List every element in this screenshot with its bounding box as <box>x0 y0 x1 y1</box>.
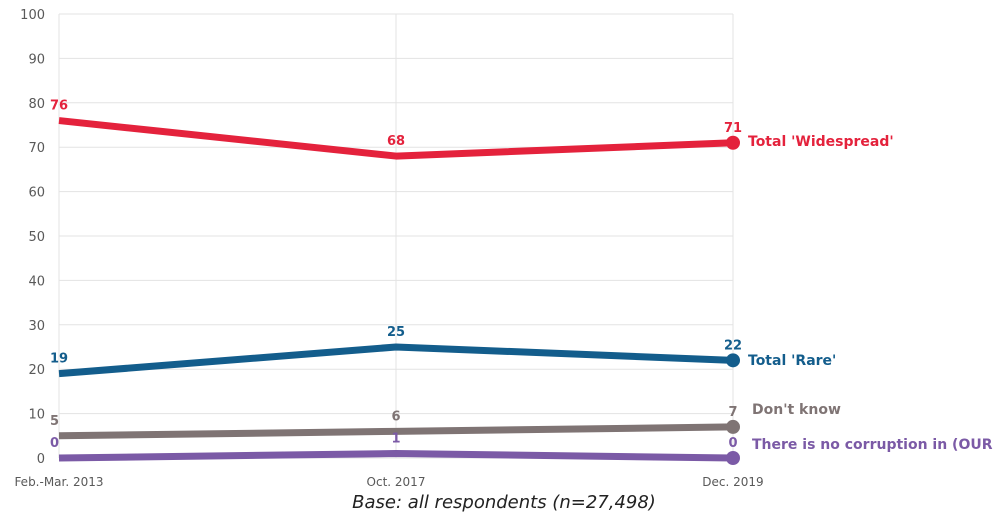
y-tick-label: 70 <box>28 141 45 156</box>
series-3: 0 1 0 There is no corruption in (OUR <box>50 432 993 465</box>
data-label: 0 <box>50 436 59 451</box>
series-line <box>58 117 734 160</box>
y-tick-label: 90 <box>28 52 45 67</box>
y-tick-label: 60 <box>28 186 45 201</box>
x-tick-label: Dec. 2019 <box>702 475 763 489</box>
data-label: 22 <box>724 338 742 353</box>
x-tick-label: Oct. 2017 <box>367 475 426 489</box>
data-label: 19 <box>50 352 68 367</box>
y-axis-ticks: 0 10 20 30 40 50 60 70 80 90 100 <box>20 8 45 467</box>
x-axis-ticks: Feb.-Mar. 2013 Oct. 2017 Dec. 2019 <box>14 475 763 489</box>
series-line <box>58 423 734 440</box>
series-0: 76 68 71 Total 'Widespread' <box>50 99 894 160</box>
data-label: 71 <box>724 121 742 136</box>
series-label: There is no corruption in (OUR <box>752 437 993 453</box>
series-end-marker <box>726 353 740 368</box>
series-label: Don't know <box>752 402 841 418</box>
series-label: Total 'Rare' <box>748 353 836 369</box>
x-tick-label: Feb.-Mar. 2013 <box>14 475 103 489</box>
y-tick-label: 50 <box>28 230 45 245</box>
series-label: Total 'Widespread' <box>748 134 894 150</box>
y-tick-label: 30 <box>28 319 45 334</box>
data-label: 0 <box>728 436 737 451</box>
y-tick-label: 10 <box>28 408 45 423</box>
y-tick-label: 20 <box>28 363 45 378</box>
data-label: 76 <box>50 99 68 114</box>
base-note: Base: all respondents (n=27,498) <box>352 492 656 513</box>
series-end-marker <box>726 135 740 150</box>
y-tick-label: 80 <box>28 97 45 112</box>
series-2: 5 6 7 Don't know <box>50 402 841 440</box>
data-label: 7 <box>728 405 737 420</box>
series-line <box>58 343 734 378</box>
data-label: 68 <box>387 134 405 149</box>
grid <box>58 13 734 459</box>
data-label: 5 <box>50 414 59 429</box>
data-label: 25 <box>387 325 405 340</box>
y-tick-label: 0 <box>37 452 45 467</box>
series-end-marker <box>726 451 740 465</box>
y-tick-label: 100 <box>20 8 45 23</box>
series-1: 19 25 22 Total 'Rare' <box>50 325 836 378</box>
series-end-marker <box>726 419 740 434</box>
series-line <box>58 450 734 462</box>
y-tick-label: 40 <box>28 274 45 289</box>
data-label: 6 <box>391 409 400 424</box>
data-label: 1 <box>391 432 400 447</box>
